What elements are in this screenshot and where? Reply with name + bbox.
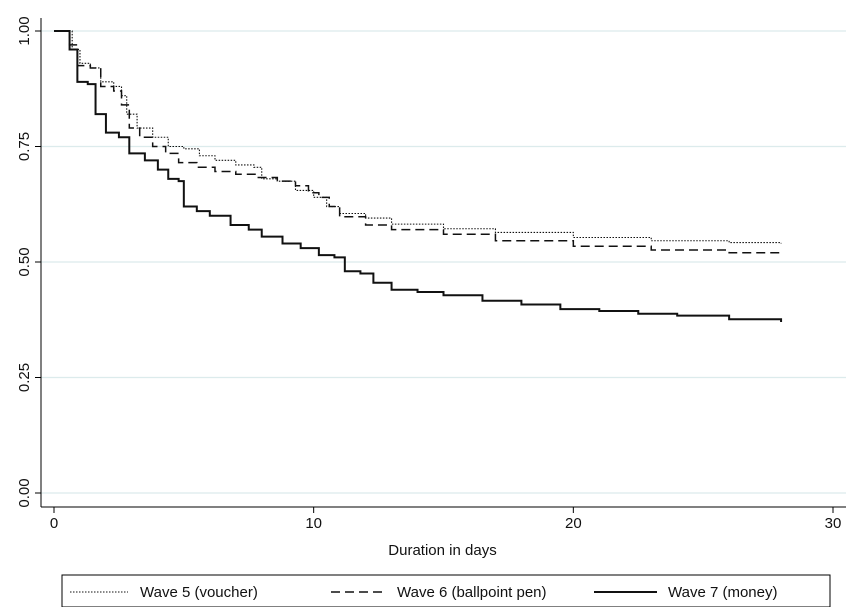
legend-label-1: Wave 5 (voucher) bbox=[140, 584, 258, 601]
series-line-3 bbox=[54, 30, 783, 323]
x-tick-label-1: 10 bbox=[305, 515, 322, 532]
y-tick-label-1: 0.25 bbox=[16, 363, 33, 392]
series-line-1 bbox=[54, 30, 782, 244]
legend-label-2: Wave 6 (ballpoint pen) bbox=[397, 584, 547, 601]
x-axis-ticks: 0 10 20 30 bbox=[50, 507, 842, 532]
series-line-2 bbox=[54, 30, 782, 254]
legend: Wave 5 (voucher) Wave 6 (ballpoint pen) Wa… bbox=[61, 574, 831, 607]
grid-lines bbox=[41, 30, 846, 494]
series-lines bbox=[54, 30, 783, 323]
x-tick-label-3: 30 bbox=[825, 515, 842, 532]
legend-label-3: Wave 7 (money) bbox=[668, 584, 777, 601]
y-tick-label-2: 0.50 bbox=[16, 247, 33, 276]
x-axis-title: Duration in days bbox=[388, 542, 496, 559]
y-tick-label-4: 1.00 bbox=[16, 16, 33, 45]
y-tick-label-0: 0.00 bbox=[16, 478, 33, 507]
legend-box bbox=[61, 574, 831, 607]
x-tick-label-2: 20 bbox=[565, 515, 582, 532]
y-tick-label-3: 0.75 bbox=[16, 132, 33, 161]
x-tick-label-0: 0 bbox=[50, 515, 58, 532]
y-axis-ticks: 0.00 0.25 0.50 0.75 1.00 bbox=[16, 16, 41, 508]
